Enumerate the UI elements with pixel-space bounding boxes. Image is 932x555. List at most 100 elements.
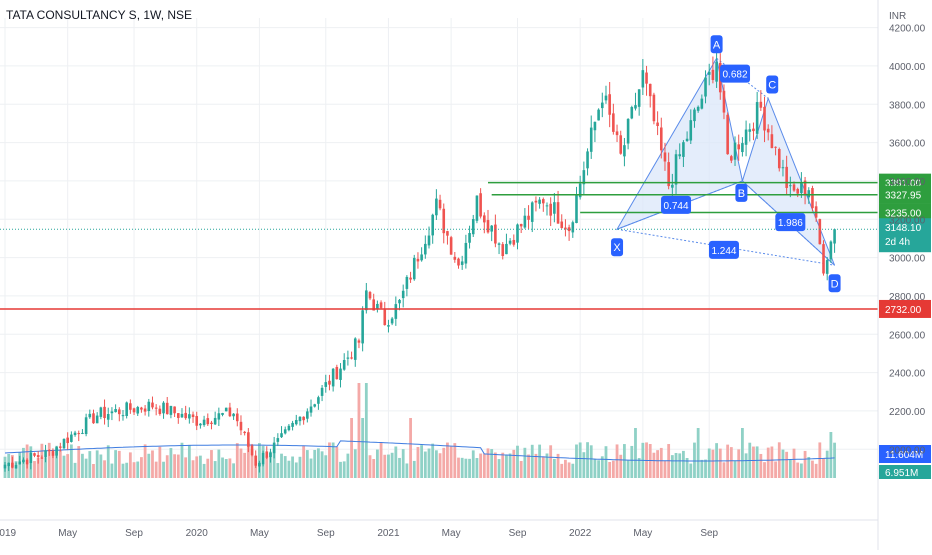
candle-body — [320, 387, 324, 396]
candle-body — [221, 412, 224, 415]
candle-body — [342, 360, 346, 370]
volume-bar — [298, 456, 302, 478]
pattern-point-label: A — [713, 39, 721, 51]
candle-body — [600, 102, 604, 109]
volume-bar — [121, 463, 125, 478]
volume-bar — [431, 443, 435, 478]
volume-bar — [689, 463, 693, 478]
volume-bar — [368, 455, 372, 478]
volume-bar — [564, 459, 567, 478]
candle-body — [84, 417, 88, 435]
candle-body — [431, 214, 434, 236]
candle-body — [483, 215, 486, 223]
volume-bar — [176, 454, 180, 478]
volume-bar — [69, 444, 73, 478]
volume-bar — [803, 450, 807, 478]
candle-body — [785, 166, 788, 188]
volume-bar — [818, 442, 822, 478]
candle-body — [416, 258, 420, 262]
volume-bar — [825, 450, 829, 478]
candle-body — [81, 432, 84, 434]
volume-bar — [611, 460, 615, 478]
volume-bar — [707, 448, 711, 478]
volume-bar — [287, 460, 291, 478]
volume-bar — [755, 446, 759, 478]
candle-body — [22, 459, 25, 463]
candle-body — [619, 135, 623, 154]
volume-bar — [788, 459, 792, 478]
volume-bar — [58, 450, 62, 478]
volume-bar — [722, 462, 726, 478]
volume-bar — [678, 453, 682, 478]
candle-body — [818, 219, 822, 245]
volume-bar — [811, 460, 814, 478]
candle-body — [744, 129, 748, 145]
candle-body — [206, 418, 210, 425]
candle-body — [346, 357, 350, 359]
volume-bar — [147, 453, 151, 478]
volume-bar — [700, 459, 704, 478]
volume-bar — [187, 444, 191, 478]
candle-body — [14, 465, 18, 469]
candle-body — [571, 222, 575, 233]
volume-bar — [40, 443, 44, 478]
candle-body — [202, 419, 206, 426]
candle-body — [25, 459, 29, 465]
price-tick-label: 2200.00 — [889, 407, 926, 418]
volume-bar — [88, 451, 92, 478]
price-tick-label: 4200.00 — [889, 24, 926, 35]
candle-body — [608, 94, 611, 115]
candle-body — [106, 414, 110, 420]
volume-bar — [737, 449, 741, 478]
volume-bar — [117, 450, 121, 478]
price-level-label: 2732.00 — [885, 305, 922, 316]
candle-body — [184, 412, 187, 419]
candle-body — [162, 402, 165, 414]
candle-body — [51, 450, 55, 456]
candle-body — [789, 185, 792, 187]
volume-bar — [246, 442, 250, 478]
candle-body — [129, 403, 132, 410]
pattern-ratio-badge — [708, 240, 739, 259]
candle-body — [589, 127, 593, 152]
candle-body — [103, 406, 106, 419]
time-tick-label: Sep — [317, 528, 335, 539]
volume-bar — [405, 463, 409, 478]
candle-body — [811, 188, 814, 209]
candle-body — [715, 61, 718, 82]
price-level-tag — [879, 299, 931, 318]
pattern-ratio-line — [616, 228, 835, 266]
pattern-ratio-label: 1.244 — [711, 246, 736, 257]
candle-body — [191, 414, 195, 418]
volume-bar — [674, 452, 678, 478]
time-tick-label: 2021 — [377, 528, 400, 539]
candle-body — [730, 156, 733, 161]
pattern-point-badge — [710, 35, 723, 54]
pattern-point-label: D — [831, 278, 839, 290]
candle-body — [549, 203, 552, 216]
candle-body — [280, 433, 283, 438]
candle-body — [261, 452, 265, 465]
volume-bar — [729, 447, 733, 478]
candle-body — [151, 402, 154, 408]
candle-body — [73, 432, 77, 436]
candle-body — [217, 413, 221, 420]
candle-body — [210, 422, 213, 425]
volume-bar — [103, 460, 106, 478]
candle-body — [398, 299, 401, 304]
volume-ma-label: 11.604M — [885, 450, 923, 461]
candle-body — [674, 154, 678, 185]
volume-bar — [468, 458, 471, 478]
candle-body — [368, 292, 372, 299]
candle-body — [623, 145, 626, 157]
candle-body — [335, 366, 339, 380]
volume-bar — [412, 460, 416, 478]
candle-body — [530, 202, 534, 222]
candle-body — [250, 445, 254, 456]
candle-body — [176, 413, 180, 418]
volume-bar — [269, 451, 272, 478]
candle-body — [401, 290, 405, 299]
volume-bar — [364, 383, 368, 478]
volume-bar — [291, 456, 294, 478]
volume-bar — [486, 448, 490, 478]
